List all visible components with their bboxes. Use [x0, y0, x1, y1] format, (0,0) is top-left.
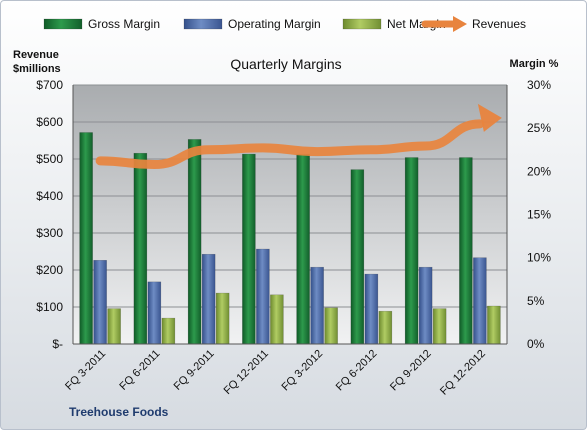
bar-net-margin — [432, 308, 447, 345]
chart-title: Quarterly Margins — [230, 56, 341, 72]
bar-net-margin — [487, 305, 501, 345]
right-tick-label: 5% — [527, 294, 545, 308]
revenue-line-path — [95, 119, 485, 170]
left-tick-label: $300 — [36, 226, 63, 240]
bar-net-margin — [324, 307, 338, 345]
right-axis-label: Margin % — [510, 58, 559, 70]
bar-gross-margin — [404, 157, 419, 345]
bar-net-margin — [215, 292, 230, 345]
left-tick-label: $500 — [36, 152, 63, 166]
bar-gross-margin — [79, 132, 93, 345]
bar-operating-margin — [93, 260, 107, 345]
revenue-line — [95, 103, 502, 170]
legend-swatch — [43, 18, 83, 30]
bar-operating-margin — [147, 281, 162, 345]
right-tick-label: 15% — [527, 208, 551, 222]
left-tick-label: $100 — [36, 300, 63, 314]
legend-label: Gross Margin — [88, 17, 160, 31]
left-axis-label: Revenue $millions — [13, 49, 61, 75]
bar-gross-margin — [296, 153, 310, 345]
bar-net-margin — [378, 310, 393, 345]
bar-net-margin — [107, 308, 121, 345]
legend-swatch — [183, 18, 223, 30]
bar-gross-margin — [187, 139, 202, 345]
bar-gross-margin — [133, 152, 148, 345]
x-axis: FQ 3-2011 FQ 6-2011 FQ 9-2011 FQ 12-2011 FQ … — [63, 348, 488, 398]
legend-label: Revenues — [472, 17, 526, 31]
bar-gross-margin — [350, 169, 365, 345]
left-axis: $- $100 $200 $300 $400 $500 $600 $700 — [36, 78, 74, 351]
left-tick-label: $200 — [36, 263, 63, 277]
x-tick-label: FQ 12-2011 — [222, 348, 271, 397]
bar-net-margin — [161, 317, 176, 345]
left-tick-label: $600 — [36, 115, 63, 129]
x-tick-label: FQ 9-2012 — [388, 348, 434, 394]
x-tick-label: FQ 3-2011 — [63, 348, 108, 393]
right-tick-label: 30% — [527, 78, 551, 92]
x-tick-label: FQ 9-2011 — [172, 348, 217, 393]
x-tick-label: FQ 6-2011 — [117, 348, 162, 393]
bar-operating-margin — [310, 266, 324, 345]
x-tick-label: FQ 3-2012 — [280, 348, 326, 394]
bar-operating-margin — [201, 253, 216, 345]
legend-arrowhead — [453, 16, 467, 32]
left-tick-label: $700 — [36, 78, 63, 92]
bar-operating-margin — [418, 266, 433, 345]
right-tick-label: 20% — [527, 164, 551, 178]
legend-label: Operating Margin — [228, 17, 321, 31]
x-tick-label: FQ 12-2012 — [438, 348, 488, 398]
bar-gross-margin — [459, 157, 473, 345]
right-axis: 0% 5% 10% 15% 20% 25% 30% — [73, 78, 551, 351]
bars — [79, 132, 501, 345]
right-tick-label: 25% — [527, 121, 551, 135]
x-tick-label: FQ 6-2012 — [334, 348, 380, 394]
right-tick-label: 0% — [527, 337, 545, 351]
bar-operating-margin — [364, 273, 379, 345]
left-tick-label: $400 — [36, 189, 63, 203]
bar-net-margin — [270, 294, 284, 345]
bar-gross-margin — [242, 153, 256, 345]
bar-operating-margin — [256, 248, 270, 345]
left-tick-label: $- — [52, 337, 63, 351]
legend: Gross Margin Operating Margin Net Margin Re… — [43, 16, 526, 32]
right-tick-label: 10% — [527, 251, 551, 265]
bar-operating-margin — [473, 257, 487, 345]
revenue-arrowhead — [477, 103, 502, 132]
legend-swatch — [342, 18, 382, 30]
company-label: Treehouse Foods — [69, 405, 169, 419]
